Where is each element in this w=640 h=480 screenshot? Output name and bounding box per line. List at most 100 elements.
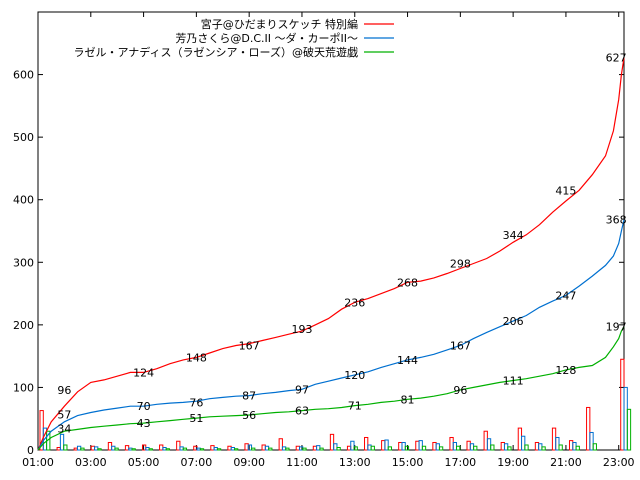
y-tick-label: 300 <box>13 256 34 269</box>
data-label: 627 <box>606 52 627 65</box>
data-label: 51 <box>189 412 203 425</box>
data-label: 298 <box>450 258 471 271</box>
hourly-bar <box>404 445 410 451</box>
hourly-bar <box>353 446 358 451</box>
y-tick-label: 100 <box>13 381 34 394</box>
legend-label: 宮子@ひだまりスケッチ 特別編 <box>201 17 358 31</box>
hourly-bar <box>278 438 283 451</box>
data-label: 247 <box>555 289 576 302</box>
hourly-bar <box>586 406 591 451</box>
hourly-bar <box>199 448 205 451</box>
x-tick-label: 23:00 <box>603 456 635 469</box>
data-label: 96 <box>57 384 71 397</box>
hourly-bar <box>131 448 136 451</box>
data-label: 415 <box>555 184 576 197</box>
hourly-bar <box>251 447 256 451</box>
hourly-bar <box>438 446 444 451</box>
data-label: 43 <box>137 417 151 430</box>
y-axis: 0 100 200 300 400 500 600 <box>13 69 624 457</box>
hourly-bar <box>521 435 526 451</box>
y-tick-label: 200 <box>13 319 34 332</box>
hourly-bar <box>216 448 222 451</box>
data-label: 70 <box>137 400 151 413</box>
data-label: 124 <box>133 366 154 379</box>
hourly-bar <box>350 440 355 451</box>
hourly-bar <box>319 447 324 451</box>
data-label: 120 <box>344 369 365 382</box>
hourly-bar <box>541 446 546 451</box>
data-label: 71 <box>348 400 362 413</box>
data-label: 96 <box>453 384 467 397</box>
hourly-bar <box>524 444 529 451</box>
data-label: 63 <box>295 405 309 418</box>
hourly-bar <box>592 443 597 451</box>
point-labels: 96 124 148 167 193 236 268 298 344 415 627 57 70 76 87… <box>57 52 626 436</box>
x-tick-label: 05:00 <box>128 456 160 469</box>
hourly-bars <box>39 358 632 451</box>
data-label: 87 <box>242 390 256 403</box>
data-label: 193 <box>291 323 312 336</box>
hourly-bar <box>148 448 153 451</box>
hourly-bar <box>507 446 512 451</box>
x-tick-label: 19:00 <box>497 456 529 469</box>
data-label: 236 <box>344 296 365 309</box>
data-label: 368 <box>606 214 627 227</box>
hourly-bar <box>302 447 307 451</box>
x-tick-label: 09:00 <box>233 456 265 469</box>
y-tick-label: 600 <box>13 69 34 82</box>
x-axis: 01:00 03:00 05:00 07:00 09:00 11:00 13:00 15:00… <box>22 12 635 469</box>
hourly-bar <box>473 445 478 451</box>
hourly-bar <box>333 443 338 451</box>
hourly-bar <box>370 445 375 451</box>
data-label: 128 <box>555 364 576 377</box>
x-tick-label: 07:00 <box>181 456 213 469</box>
x-tick-label: 21:00 <box>550 456 582 469</box>
y-tick-label: 400 <box>13 194 34 207</box>
hourly-bar <box>384 439 389 451</box>
data-label: 111 <box>503 375 524 388</box>
data-label: 57 <box>57 408 71 421</box>
hourly-bar <box>329 433 335 451</box>
series-line <box>37 326 625 451</box>
hourly-bar <box>114 447 119 451</box>
hourly-bar <box>418 440 423 451</box>
hourly-bar <box>456 445 461 451</box>
hourly-bar <box>575 445 580 451</box>
data-label: 97 <box>295 383 309 396</box>
x-tick-label: 17:00 <box>444 456 476 469</box>
hourly-bar <box>247 444 253 451</box>
data-label: 34 <box>57 423 71 436</box>
hourly-bar <box>486 438 492 451</box>
hourly-bar <box>490 444 495 451</box>
hourly-bar <box>285 447 290 451</box>
data-label: 76 <box>189 396 203 409</box>
series-lines <box>37 57 625 451</box>
data-label: 206 <box>503 315 524 328</box>
series-line <box>37 219 625 451</box>
hourly-bar <box>555 436 560 451</box>
hourly-bar <box>268 447 273 451</box>
x-tick-label: 15:00 <box>392 456 424 469</box>
series-line <box>37 57 625 451</box>
hourly-bar <box>233 448 239 451</box>
data-label: 167 <box>450 340 471 353</box>
hourly-bar <box>558 444 563 451</box>
data-label: 167 <box>239 340 260 353</box>
hourly-bar <box>80 447 85 451</box>
hourly-bar <box>589 431 594 451</box>
x-tick-label: 11:00 <box>286 456 318 469</box>
legend-label: 芳乃さくら@D.C.II ～ダ・カーポII～ <box>175 31 358 45</box>
data-label: 56 <box>242 409 256 422</box>
data-label: 344 <box>503 229 524 242</box>
x-tick-label: 03:00 <box>75 456 107 469</box>
hourly-bar <box>387 446 392 451</box>
data-label: 268 <box>397 276 418 289</box>
data-label: 144 <box>397 354 418 367</box>
plot-frame <box>37 11 625 451</box>
hourly-bar <box>364 436 369 451</box>
hourly-bar <box>336 446 341 451</box>
x-tick-label: 01:00 <box>22 456 54 469</box>
data-label: 148 <box>186 351 207 364</box>
hourly-bar <box>59 433 65 451</box>
